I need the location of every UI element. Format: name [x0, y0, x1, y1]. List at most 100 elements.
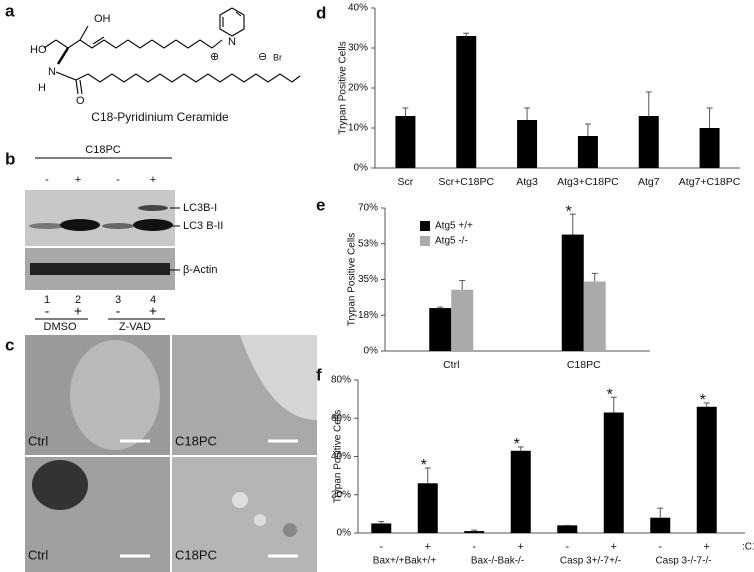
y-tick-label: 35% [358, 274, 378, 285]
y-axis-label: Trypan Positive Cells [333, 410, 344, 504]
bar [517, 120, 538, 168]
bar [638, 116, 659, 168]
charge: ⊕ [210, 51, 219, 63]
panel-letter: f [316, 365, 322, 384]
image-label: C18PC [175, 547, 217, 562]
charge: ⊖ [258, 51, 267, 63]
bar [699, 128, 720, 168]
x-tick-label: Atg7+C18PC [679, 176, 741, 188]
annotation: * [566, 203, 572, 220]
group-label: Casp 3+/-7+/- [560, 556, 621, 567]
y-tick-label: 20% [331, 489, 351, 500]
bar [429, 308, 452, 351]
y-axis-label: Trypan Positive Cells [338, 41, 349, 135]
x-tick-label: + [425, 541, 431, 553]
sign: - [45, 174, 49, 186]
y-tick-label: 18% [358, 310, 378, 321]
y-tick-label: 53% [358, 238, 378, 249]
bar [464, 531, 485, 533]
bar [417, 483, 438, 533]
sign: - [116, 303, 121, 319]
panel-letter: a [5, 1, 15, 20]
x-tick-label: + [704, 541, 710, 553]
caption: C18-Pyridinium Ceramide [91, 110, 229, 124]
bar [696, 406, 717, 533]
annotation: * [700, 392, 706, 409]
y-tick-label: 0% [337, 528, 352, 539]
bar [577, 136, 598, 168]
legend-label: Atg5 +/+ [435, 221, 473, 232]
group-label: Bax-/-Bak-/- [471, 556, 524, 567]
x-tick-label: Atg7 [638, 176, 660, 188]
group-label: Casp 3-/-7-/- [655, 556, 711, 567]
lane-number: 2 [75, 294, 81, 306]
atom: H [38, 82, 46, 94]
bar [557, 525, 578, 533]
bar [451, 289, 474, 351]
y-tick-label: 20% [348, 83, 368, 94]
image-label: Ctrl [28, 433, 48, 448]
bar [395, 116, 416, 168]
x-tick-label: - [565, 541, 569, 553]
atom: O [76, 95, 85, 107]
bar [650, 517, 671, 533]
annotation: * [421, 457, 427, 474]
band-label: LC3B-I [183, 202, 217, 214]
bar [561, 234, 584, 351]
micrographs [25, 335, 317, 572]
group-label: Bax+/+Bak+/+ [373, 556, 437, 567]
structure [43, 7, 301, 95]
legend-swatch [420, 221, 430, 231]
condition-label: :C18PC [742, 542, 754, 553]
legend-swatch [420, 236, 430, 246]
blot [25, 190, 175, 246]
x-tick-label: C18PC [567, 359, 601, 371]
atom: Br [273, 52, 282, 62]
y-tick-label: 40% [348, 3, 368, 14]
band-label: β-Actin [183, 264, 217, 276]
lane-number: 4 [150, 294, 156, 306]
annotation: * [514, 436, 520, 453]
x-tick-label: - [472, 541, 476, 553]
y-tick-label: 40% [331, 451, 351, 462]
legend-label: Atg5 -/- [435, 236, 468, 247]
x-tick-label: Ctrl [443, 359, 459, 371]
bands [29, 205, 173, 275]
sign: + [150, 174, 156, 186]
y-axis-label: Trypan Positive Cells [347, 233, 358, 327]
atom: N [48, 66, 56, 78]
y-tick-label: 0% [354, 163, 369, 174]
panel-letter: e [316, 195, 325, 214]
sign: + [75, 174, 81, 186]
panel-letter: c [5, 335, 14, 354]
x-tick-label: + [611, 541, 617, 553]
bar [603, 412, 624, 533]
x-tick-label: Atg3+C18PC [557, 176, 619, 188]
image-label: Ctrl [28, 547, 48, 562]
y-tick-label: 10% [348, 123, 368, 134]
x-tick-label: + [518, 541, 524, 553]
vehicle: Z-VAD [119, 321, 151, 333]
x-tick-label: Scr [398, 176, 414, 188]
atom: HO [30, 44, 47, 56]
image-label: C18PC [175, 433, 217, 448]
x-tick-label: Atg3 [516, 176, 538, 188]
sign: - [45, 303, 50, 319]
lane-number: 1 [44, 294, 50, 306]
bar [456, 36, 477, 168]
sign: + [149, 303, 157, 319]
y-tick-label: 70% [358, 203, 378, 214]
x-tick-label: Scr+C18PC [438, 176, 494, 188]
bar [510, 450, 531, 533]
y-tick-label: 0% [364, 346, 379, 357]
x-tick-label: - [379, 541, 383, 553]
sign: - [116, 174, 120, 186]
panel-letter: d [316, 3, 326, 22]
band-label: LC3 B-II [183, 220, 223, 232]
x-tick-label: - [658, 541, 662, 553]
atom: N [228, 36, 236, 48]
vehicle: DMSO [44, 321, 77, 333]
treatment: C18PC [85, 144, 121, 156]
annotation: * [607, 386, 613, 403]
